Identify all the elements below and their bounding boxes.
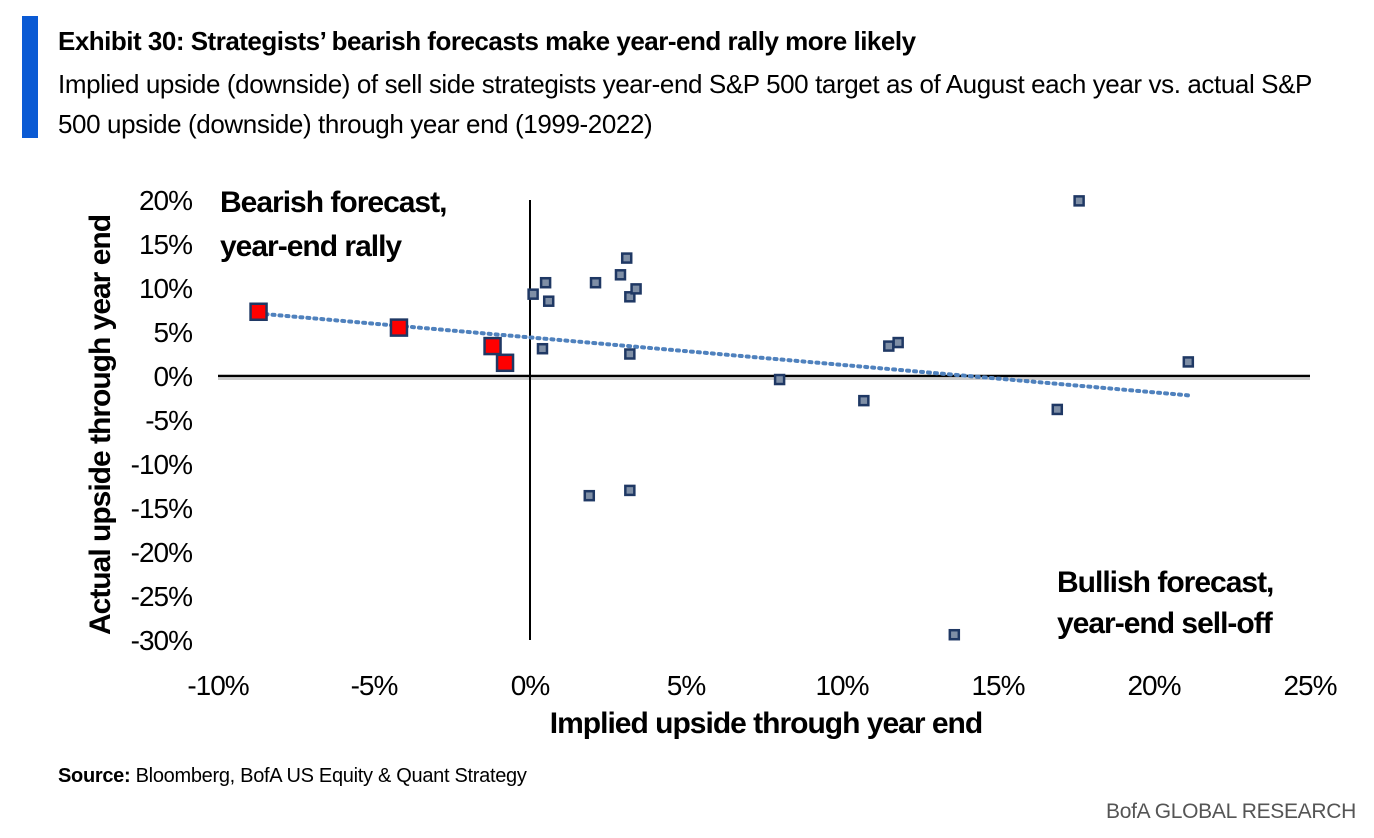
data-point: [589, 276, 602, 289]
annotation-bullish: Bullish forecast,: [1057, 566, 1273, 599]
data-point: [773, 373, 786, 386]
y-tick-label: -25%: [131, 581, 192, 612]
chart-title: Exhibit 30: Strategists’ bearish forecas…: [58, 26, 916, 56]
data-point: [614, 269, 627, 281]
data-point: [539, 276, 552, 289]
data-point: [542, 295, 555, 307]
y-tick-label: 20%: [139, 185, 192, 216]
data-point: [624, 484, 636, 497]
y-tick-label: -15%: [131, 493, 192, 524]
y-tick-label: 15%: [139, 229, 192, 260]
x-tick-label: -5%: [351, 670, 398, 701]
data-point: [858, 394, 870, 407]
data-point: [527, 288, 539, 300]
x-tick-label: 0%: [511, 670, 550, 701]
trend-line: [256, 311, 1191, 398]
highlight-point: [249, 302, 268, 322]
x-tick-label: 15%: [971, 670, 1024, 701]
data-point: [892, 336, 904, 349]
data-point: [948, 628, 961, 641]
source-note: Source: Bloomberg, BofA US Equity & Quan…: [58, 765, 527, 788]
data-point: [1073, 195, 1085, 207]
annotation-bullish: year-end sell-off: [1057, 607, 1274, 640]
x-tick-label: 5%: [667, 670, 706, 701]
x-tick-label: -10%: [187, 670, 248, 701]
y-axis-label: Actual upside through year end: [84, 215, 117, 635]
highlight-point: [495, 353, 515, 373]
y-tick-label: -30%: [131, 625, 192, 656]
y-tick-label: 0%: [154, 361, 193, 392]
accent-bar: [22, 16, 38, 138]
data-point: [883, 340, 895, 352]
source-label: Source:: [58, 765, 131, 787]
data-point: [630, 283, 642, 295]
highlight-point: [483, 336, 502, 356]
x-tick-label: 25%: [1283, 670, 1336, 701]
y-tick-label: 10%: [139, 273, 192, 304]
data-point: [624, 291, 636, 303]
y-tick-label: -10%: [131, 449, 192, 480]
footer-brand: BofA GLOBAL RESEARCH: [1106, 800, 1356, 823]
data-point: [583, 489, 596, 502]
source-text: Bloomberg, BofA US Equity & Quant Strate…: [130, 765, 527, 787]
y-tick-label: -5%: [145, 405, 192, 436]
annotation-bearish: Bearish forecast,: [220, 186, 446, 219]
highlight-point: [389, 318, 409, 337]
x-axis-label: Implied upside through year end: [550, 707, 982, 740]
chart-subtitle: Implied upside (downside) of sell side s…: [58, 69, 1312, 139]
data-point: [1051, 403, 1064, 416]
y-tick-label: 5%: [154, 317, 193, 348]
x-tick-label: 20%: [1127, 670, 1180, 701]
data-point: [620, 252, 633, 264]
y-tick-label: -20%: [131, 537, 192, 568]
data-point: [536, 342, 549, 355]
data-point: [1182, 356, 1195, 368]
x-tick-label: 10%: [815, 670, 868, 701]
data-point: [624, 348, 636, 360]
scatter-chart: 20% 15% 10% 5% 0% -5% -10% -15% -20% -25% -30% -10%…: [84, 185, 1338, 740]
annotation-bearish: year-end rally: [220, 230, 402, 263]
